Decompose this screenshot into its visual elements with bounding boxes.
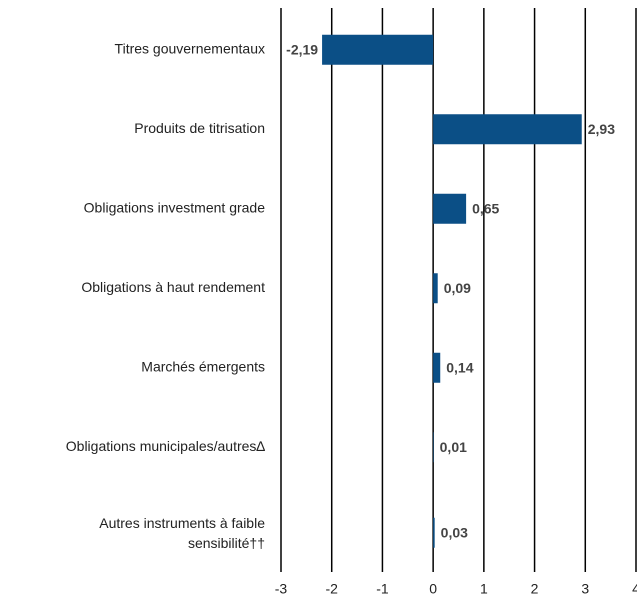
value-label: 0,01 [440, 439, 467, 455]
bar [433, 193, 467, 224]
value-label: 2,93 [588, 121, 615, 137]
y-tick-label: Produits de titrisation [134, 120, 265, 136]
value-label: 0,65 [472, 200, 499, 216]
y-tick-label: Obligations à haut rendement [81, 279, 265, 295]
bar [433, 517, 435, 548]
x-tick-label: 3 [581, 581, 589, 597]
x-tick-label: -3 [275, 581, 288, 597]
x-tick-label: -1 [376, 581, 389, 597]
value-label: -2,19 [286, 41, 318, 57]
value-label: 0,03 [441, 524, 468, 540]
y-tick-label: Obligations investment grade [84, 199, 266, 215]
value-label: 0,14 [446, 359, 473, 375]
y-tick-label: Obligations municipales/autres∆ [66, 438, 266, 454]
bar [433, 114, 582, 145]
bar [433, 352, 441, 383]
bar [433, 273, 438, 304]
x-tick-label: 1 [480, 581, 488, 597]
x-tick-label: 4 [632, 581, 637, 597]
y-tick-label: Titres gouvernementaux [115, 40, 265, 56]
value-label: 0,09 [444, 280, 471, 296]
x-tick-label: -2 [325, 581, 338, 597]
bar [433, 432, 434, 463]
x-tick-label: 2 [531, 581, 539, 597]
y-tick-label: Autres instruments à faible sensibilité†† [99, 514, 265, 550]
y-tick-label: Marchés émergents [141, 358, 265, 374]
x-tick-label: 0 [429, 581, 437, 597]
bar [322, 34, 434, 65]
